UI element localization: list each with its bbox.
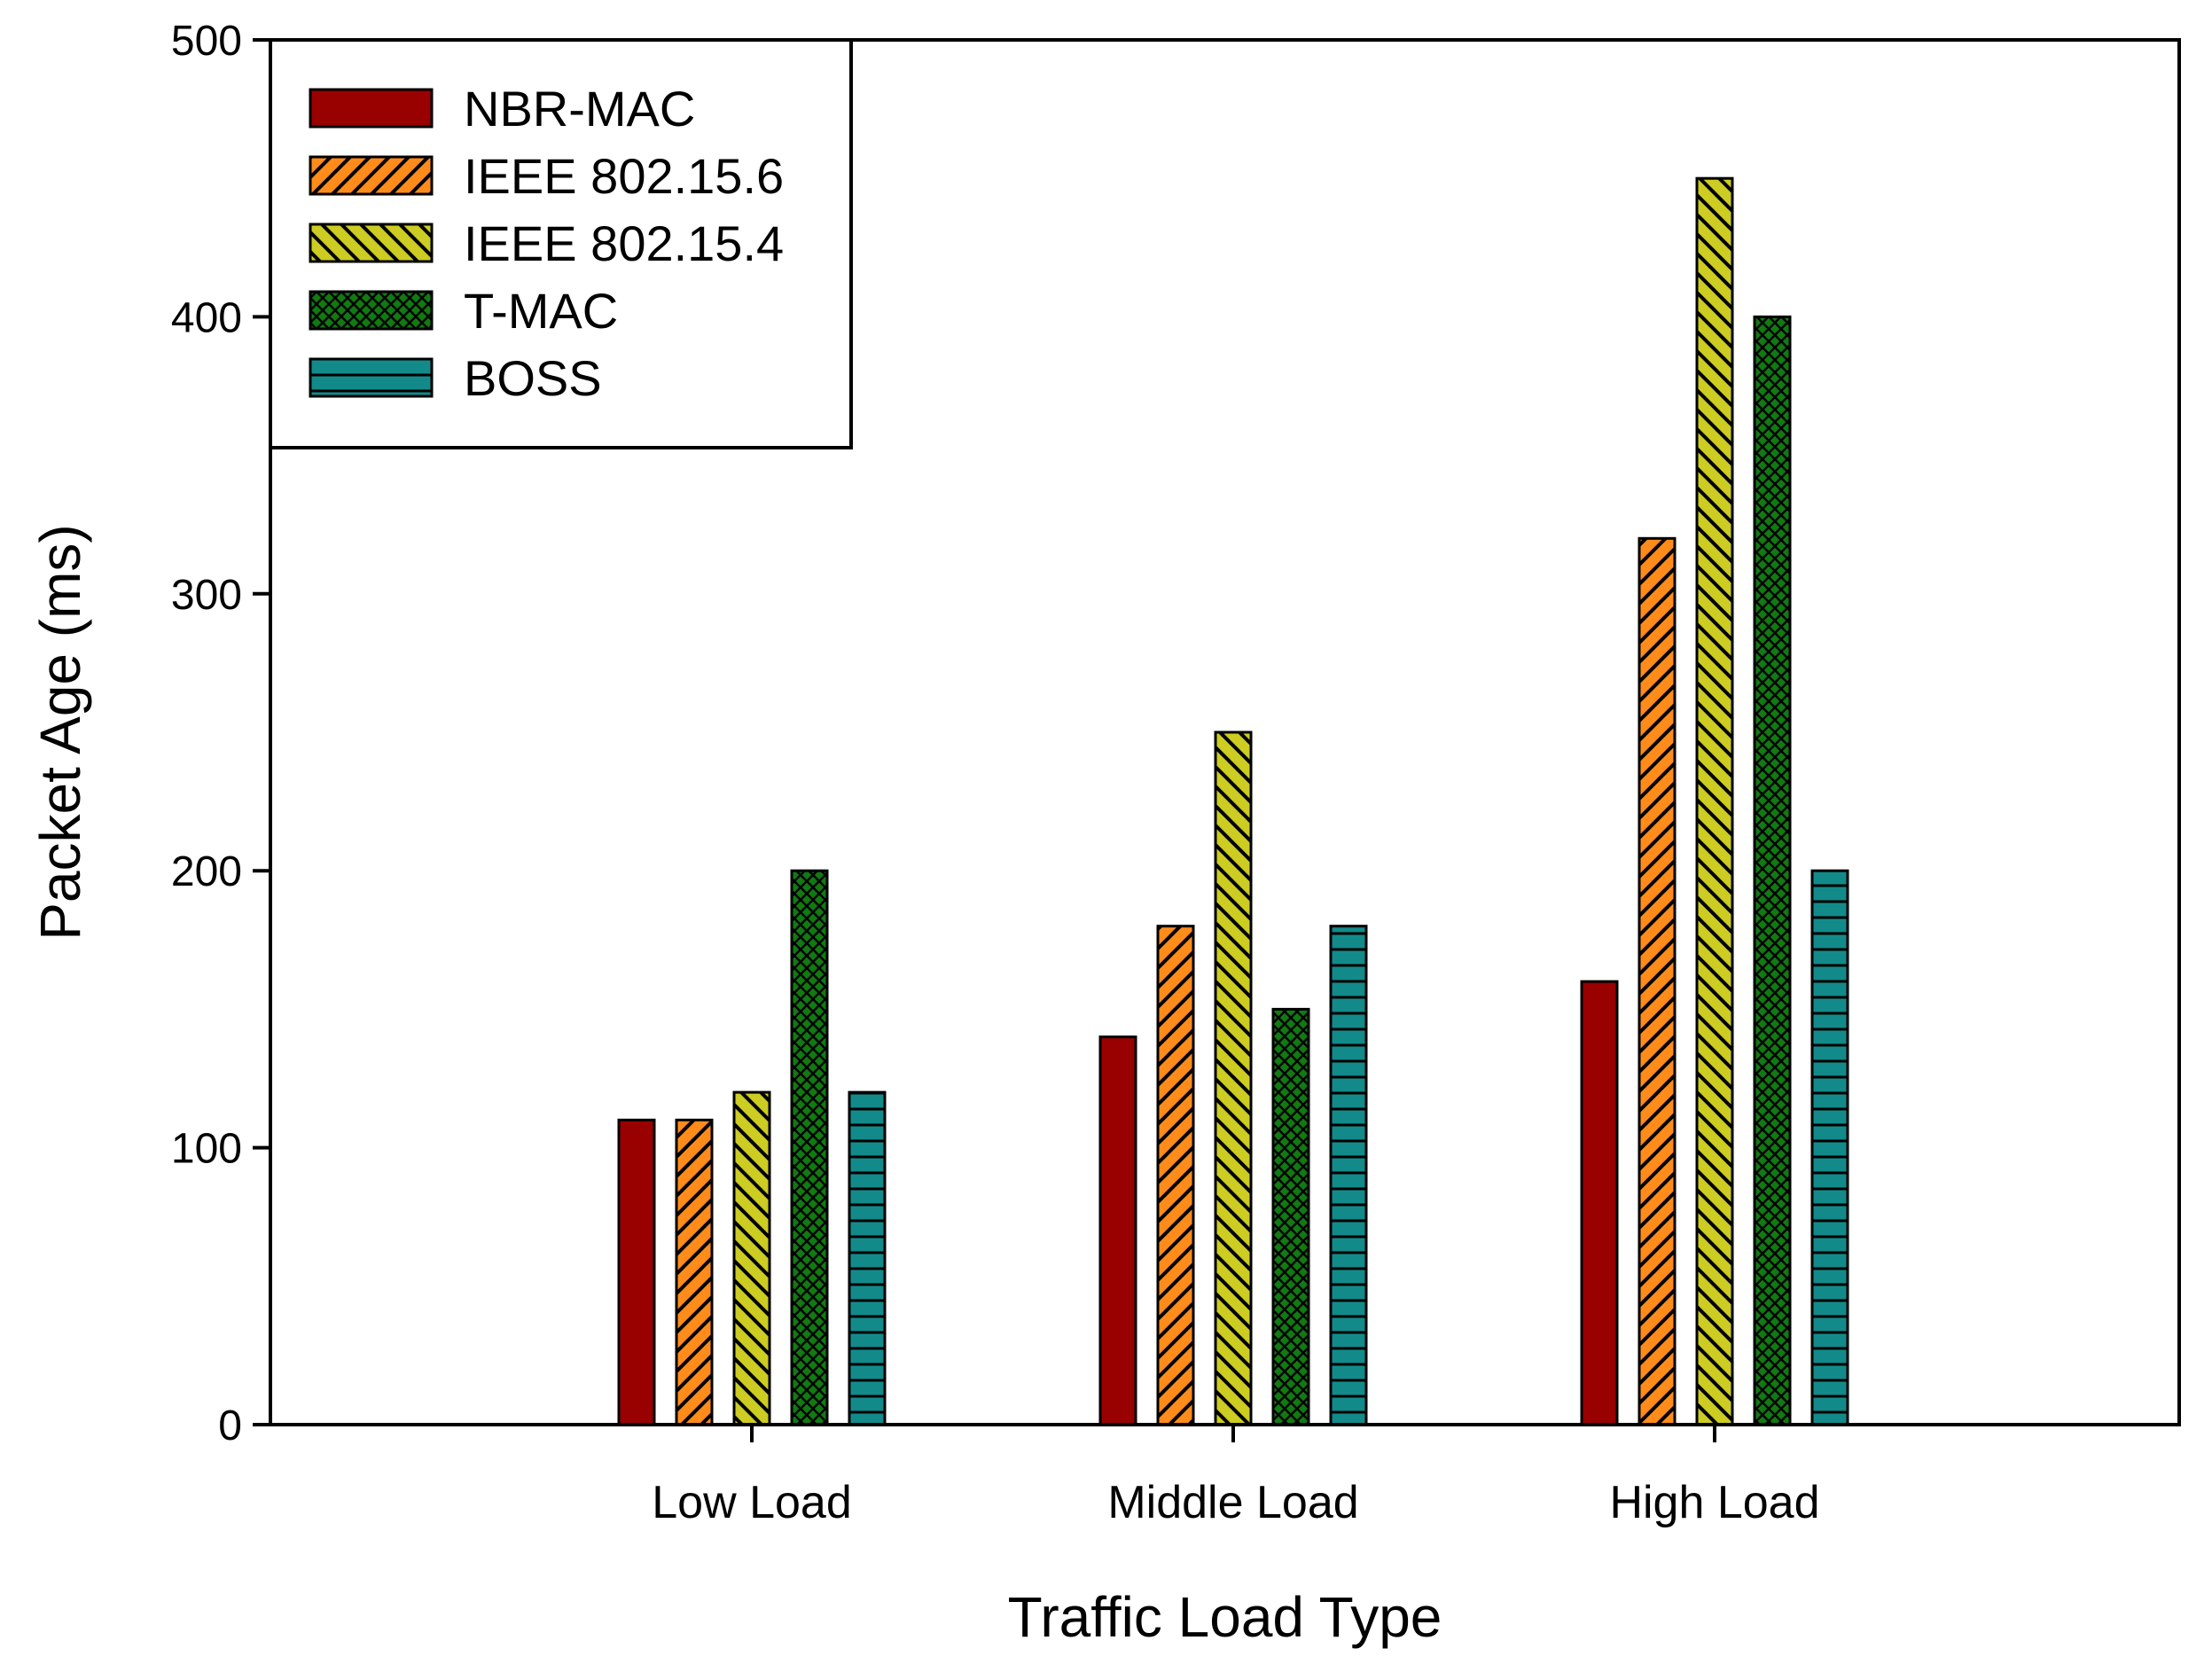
legend-label-ieee-802-15-6: IEEE 802.15.6 [464,148,784,204]
legend: NBR-MAC IEEE 802.15.6 IEEE 802.15.4 T-MAC BO… [269,38,853,449]
legend-swatch-ieee-802-15-4 [309,223,434,263]
bar-t-mac-middle-load [1271,1007,1310,1426]
ticks-layer: 0 100 200 300 400 500 Low Load Middle Load High … [171,18,1820,1528]
bar-boss-low-load [848,1090,887,1426]
y-tick-label: 400 [171,294,242,341]
bar-nbr-mac-low-load [617,1118,656,1426]
bar-ieee-802-15-6-middle-load [1156,925,1195,1426]
x-tick-label: Low Load [652,1477,852,1528]
bar-ieee-802-15-6-low-load [675,1118,714,1426]
legend-items: NBR-MAC IEEE 802.15.6 IEEE 802.15.4 T-MAC BO… [309,81,784,406]
bar-boss-high-load [1810,869,1849,1426]
legend-swatch-boss [309,357,434,398]
legend-label-boss: BOSS [464,350,602,406]
bar-nbr-mac-high-load [1580,980,1619,1426]
bar-ieee-802-15-4-high-load [1695,176,1734,1426]
y-tick-label: 500 [171,18,242,65]
y-tick-label: 300 [171,572,242,619]
bar-boss-middle-load [1329,925,1368,1426]
bar-ieee-802-15-6-high-load [1638,536,1677,1426]
bar-nbr-mac-middle-load [1098,1035,1137,1426]
x-tick-label: High Load [1609,1477,1819,1528]
x-axis-title: Traffic Load Type [1008,1585,1442,1649]
bar-ieee-802-15-4-low-load [732,1090,771,1426]
legend-label-t-mac: T-MAC [464,283,618,339]
y-axis-title: Packet Age (ms) [28,524,92,941]
legend-label-nbr-mac: NBR-MAC [464,81,695,137]
legend-swatch-t-mac [309,290,434,331]
bar-t-mac-high-load [1753,315,1792,1426]
bar-ieee-802-15-4-middle-load [1214,730,1253,1426]
legend-swatch-ieee-802-15-6 [309,155,434,196]
x-tick-label: Middle Load [1107,1477,1358,1528]
legend-swatch-nbr-mac [309,88,434,129]
y-tick-label: 100 [171,1126,242,1173]
plot-frame [269,38,2181,1426]
bar-t-mac-low-load [790,869,829,1426]
y-tick-label: 200 [171,848,242,895]
legend-label-ieee-802-15-4: IEEE 802.15.4 [464,215,784,271]
y-tick-label: 0 [218,1402,242,1449]
